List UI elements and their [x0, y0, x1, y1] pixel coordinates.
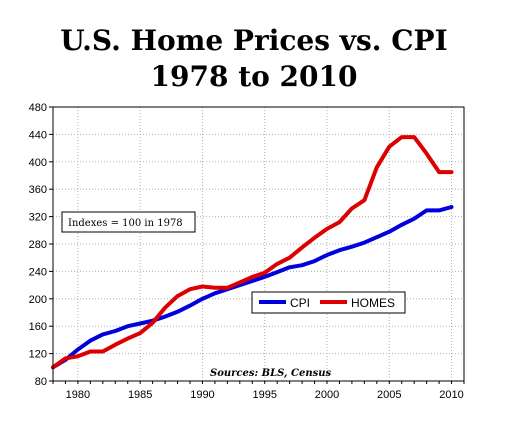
- x-tick-label: 1980: [66, 389, 90, 401]
- legend-label-homes: HOMES: [351, 296, 395, 310]
- y-tick-label: 280: [29, 239, 47, 251]
- y-tick-label: 200: [29, 294, 47, 306]
- y-tick-label: 120: [29, 349, 47, 361]
- x-tick-label: 1995: [252, 389, 276, 401]
- y-tick-label: 400: [29, 157, 47, 169]
- source-note: Sources: BLS, Census: [210, 368, 331, 379]
- gridlines: [53, 107, 464, 381]
- x-tick-label: 2000: [315, 389, 339, 401]
- x-tick-label: 1985: [128, 389, 152, 401]
- y-tick-label: 360: [29, 184, 47, 196]
- legend-label-cpi: CPI: [290, 296, 310, 310]
- series-lines: [51, 135, 454, 370]
- y-tick-label: 480: [29, 102, 47, 114]
- x-tick-label: 2005: [377, 389, 401, 401]
- y-axis: 80 120 160 200 240 280 320 360 400 440 480: [29, 102, 53, 388]
- y-tick-label: 440: [29, 129, 47, 141]
- y-tick-label: 80: [35, 376, 47, 388]
- series-line-homes: [51, 135, 454, 370]
- y-tick-label: 240: [29, 266, 47, 278]
- x-tick-label: 2010: [439, 389, 463, 401]
- chart-title: U.S. Home Prices vs. CPI: [60, 24, 448, 57]
- legend: CPI HOMES: [251, 291, 406, 314]
- plot-border: [52, 106, 465, 382]
- annotation-text: Indexes = 100 in 1978: [68, 218, 183, 229]
- annotation-box: Indexes = 100 in 1978: [61, 211, 196, 233]
- chart-subtitle: 1978 to 2010: [150, 60, 358, 93]
- x-axis: 1980 1985 1990 1995 2000 2005 2010: [52, 381, 465, 401]
- x-tick-label: 1990: [190, 389, 214, 401]
- series-line-cpi: [51, 205, 454, 370]
- y-tick-label: 320: [29, 212, 47, 224]
- y-tick-label: 160: [29, 321, 47, 333]
